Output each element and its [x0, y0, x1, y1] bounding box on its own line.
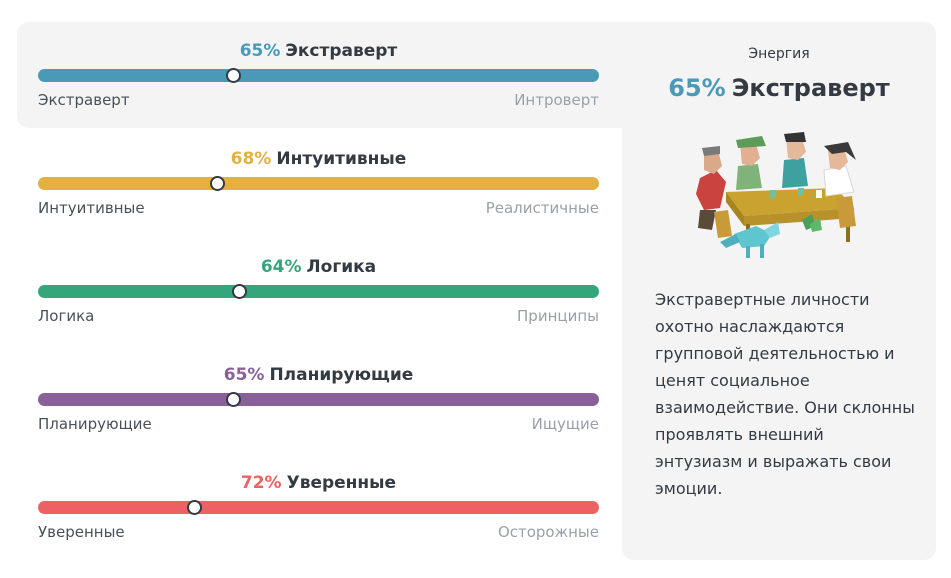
trait-percent: 68%	[230, 149, 272, 169]
trait-name: Логика	[306, 257, 377, 277]
trait-title: 72% Уверенные	[38, 473, 599, 493]
trait-row-intuitive[interactable]: 68% Интуитивные Интуитивные Реалистичные	[38, 149, 599, 229]
trait-title: 68% Интуитивные	[38, 149, 599, 169]
trait-bar	[38, 393, 599, 406]
trait-bar	[38, 69, 599, 82]
trait-row-logic[interactable]: 64% Логика Логика Принципы	[38, 257, 599, 337]
trait-right-label: Ищущие	[531, 415, 599, 433]
trait-left-label: Интуитивные	[38, 199, 145, 217]
trait-name: Экстраверт	[285, 41, 398, 61]
trait-name: Планирующие	[269, 365, 414, 385]
panel-category-label: Энергия	[748, 46, 810, 62]
trait-left-label: Логика	[38, 307, 95, 325]
trait-row-confident[interactable]: 72% Уверенные Уверенные Осторожные	[38, 473, 599, 553]
trait-slider-knob[interactable]	[232, 284, 247, 299]
trait-left-label: Экстраверт	[38, 91, 130, 109]
trait-slider-knob[interactable]	[226, 392, 241, 407]
trait-slider-knob[interactable]	[226, 68, 241, 83]
trait-right-label: Реалистичные	[485, 199, 599, 217]
trait-name: Интуитивные	[276, 149, 407, 169]
trait-title: 64% Логика	[38, 257, 599, 277]
trait-name: Уверенные	[286, 473, 397, 493]
trait-left-label: Планирующие	[38, 415, 152, 433]
trait-percent: 65%	[223, 365, 265, 385]
trait-right-label: Принципы	[517, 307, 599, 325]
trait-title: 65% Экстраверт	[38, 41, 599, 61]
trait-percent: 64%	[260, 257, 302, 277]
trait-row-extravert[interactable]: 65% Экстраверт Экстраверт Интроверт	[38, 41, 599, 121]
group-at-table-illustration-icon	[686, 130, 876, 260]
panel-percent: 65%	[668, 74, 726, 102]
trait-left-label: Уверенные	[38, 523, 125, 541]
trait-row-planning[interactable]: 65% Планирующие Планирующие Ищущие	[38, 365, 599, 445]
trait-slider-knob[interactable]	[210, 176, 225, 191]
panel-trait-name: Экстраверт	[731, 74, 890, 102]
trait-percent: 72%	[240, 473, 282, 493]
trait-slider-knob[interactable]	[187, 500, 202, 515]
panel-description: Экстравертные личности охотно наслаждают…	[655, 290, 915, 498]
trait-right-label: Интроверт	[514, 91, 599, 109]
trait-percent: 65%	[239, 41, 281, 61]
trait-detail-panel: Энергия 65% Экстраверт	[622, 22, 936, 560]
trait-bar	[38, 285, 599, 298]
trait-bar	[38, 177, 599, 190]
trait-bar	[38, 501, 599, 514]
panel-headline: 65% Экстраверт	[622, 74, 936, 102]
trait-right-label: Осторожные	[497, 523, 599, 541]
trait-title: 65% Планирующие	[38, 365, 599, 385]
